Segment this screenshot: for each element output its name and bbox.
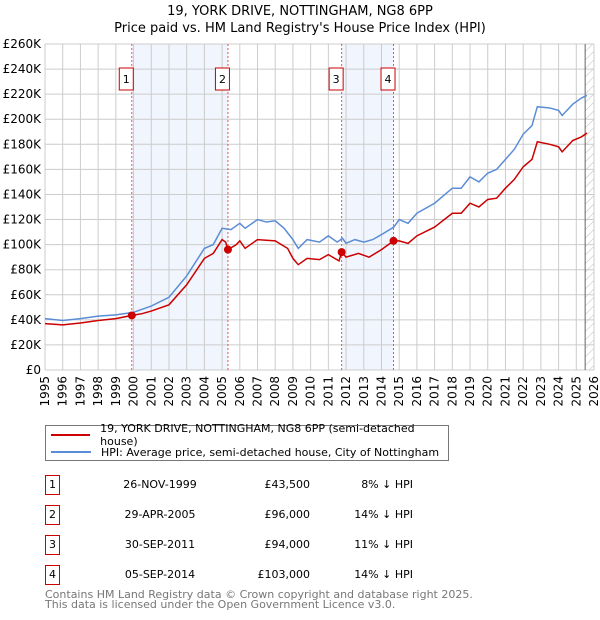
- legend-swatch-property: [51, 434, 91, 436]
- hpi-diff: 11% ↓ HPI: [354, 538, 413, 551]
- transaction-marker-box: [380, 67, 396, 91]
- x-tick-label: 2002: [162, 376, 176, 407]
- marker-badge: 1: [45, 475, 60, 495]
- transaction-marker-label: 2: [219, 73, 226, 86]
- x-tick-label: 2018: [445, 376, 459, 407]
- y-tick-label: £0: [26, 363, 41, 377]
- x-tick-label: 2021: [498, 376, 512, 407]
- price: £96,000: [264, 508, 311, 521]
- x-tick-label: 2012: [339, 376, 353, 407]
- transaction-marker-box: [328, 67, 344, 91]
- x-tick-label: 2023: [534, 376, 548, 407]
- x-tick-label: 2001: [144, 376, 158, 407]
- x-tick-label: 2007: [251, 376, 265, 407]
- footer-copyright: Contains HM Land Registry data © Crown c…: [45, 588, 473, 601]
- price: £43,500: [264, 478, 311, 491]
- y-tick-label: £20K: [10, 338, 42, 352]
- price: £103,000: [257, 568, 311, 581]
- date: 30-SEP-2011: [124, 538, 196, 551]
- legend-label-hpi: HPI: Average price, semi-detached house,…: [101, 445, 440, 459]
- transaction-point: [223, 245, 232, 254]
- x-tick-label: 2003: [180, 376, 194, 407]
- shaded-period: [341, 44, 394, 370]
- chart-subtitle: Price paid vs. HM Land Registry's House …: [114, 21, 486, 36]
- transaction-row: 3 30-SEP-2011 £94,000 11% ↓ HPI: [45, 535, 445, 555]
- transaction-marker-label: 4: [385, 73, 392, 86]
- marker-badge: 3: [45, 535, 60, 555]
- x-tick-label: 2009: [286, 376, 300, 407]
- y-tick-label: £180K: [3, 137, 43, 151]
- x-tick-label: 2010: [304, 376, 318, 407]
- y-tick-label: £140K: [3, 187, 43, 201]
- transaction-point: [127, 311, 136, 320]
- price-chart: 1995 1996 1997 1998 1999 2000 2001 2002 2003 2004…: [3, 37, 600, 407]
- y-tick-label: £120K: [3, 213, 43, 227]
- date: 05-SEP-2014: [124, 568, 196, 581]
- transaction-row: 4 05-SEP-2014 £103,000 14% ↓ HPI: [45, 565, 445, 585]
- x-tick-label: 2013: [357, 376, 371, 407]
- y-tick-label: £40K: [10, 313, 42, 327]
- transaction-marker-label: 1: [123, 73, 130, 86]
- y-tick-label: £240K: [3, 62, 43, 76]
- transaction-marker-box: [118, 67, 134, 91]
- y-tick-label: £260K: [3, 37, 43, 51]
- footer-licence: This data is licensed under the Open Gov…: [45, 598, 396, 611]
- x-tick-label: 2005: [215, 376, 229, 407]
- hpi-diff: 14% ↓ HPI: [354, 568, 413, 581]
- x-tick-label: 2016: [410, 376, 424, 407]
- x-tick-label: 2025: [569, 376, 583, 407]
- y-tick-label: £160K: [3, 162, 43, 176]
- date: 29-APR-2005: [124, 508, 196, 521]
- transaction-row: 1 26-NOV-1999 £43,500 8% ↓ HPI: [45, 475, 445, 495]
- legend-swatch-hpi: [51, 451, 91, 453]
- x-tick-label: 2017: [428, 376, 442, 407]
- x-tick-label: 2004: [197, 376, 211, 407]
- legend-label-property: 19, YORK DRIVE, NOTTINGHAM, NG8 6PP (sem…: [100, 422, 415, 448]
- transaction-marker-box: [214, 67, 230, 91]
- x-tick-label: 2008: [268, 376, 282, 407]
- price: £94,000: [264, 538, 311, 551]
- hpi-diff: 8% ↓ HPI: [361, 478, 413, 491]
- legend: 19, YORK DRIVE, NOTTINGHAM, NG8 6PP (sem…: [45, 422, 449, 461]
- x-tick-label: 2019: [463, 376, 477, 407]
- x-tick-label: 2026: [587, 376, 600, 407]
- x-tick-label: 2000: [127, 376, 141, 407]
- footer: Contains HM Land Registry data © Crown c…: [45, 588, 473, 611]
- transaction-marker-label: 3: [333, 73, 340, 86]
- y-tick-label: £200K: [3, 112, 43, 126]
- marker-badge: 4: [45, 565, 60, 585]
- x-tick-label: 2024: [552, 376, 566, 407]
- x-tick-label: 2022: [516, 376, 530, 407]
- y-tick-label: £100K: [3, 238, 43, 252]
- x-tick-label: 2015: [392, 376, 406, 407]
- x-tick-label: 2014: [374, 376, 388, 407]
- transaction-point: [337, 248, 346, 257]
- x-tick-label: 1996: [56, 376, 70, 407]
- x-tick-label: 1997: [73, 376, 87, 407]
- x-tick-label: 2011: [321, 376, 335, 407]
- forecast-hatch: [585, 44, 594, 370]
- transaction-row: 2 29-APR-2005 £96,000 14% ↓ HPI: [45, 505, 445, 525]
- x-tick-label: 2006: [233, 376, 247, 407]
- x-tick-label: 1999: [109, 376, 123, 407]
- marker-badge: 2: [45, 505, 60, 525]
- hpi-diff: 14% ↓ HPI: [354, 508, 413, 521]
- x-tick-label: 2020: [481, 376, 495, 407]
- price-line: [44, 132, 588, 326]
- shaded-period: [131, 44, 228, 370]
- y-tick-label: £220K: [3, 87, 43, 101]
- chart-title: 19, YORK DRIVE, NOTTINGHAM, NG8 6PP: [167, 4, 433, 19]
- x-tick-label: 1998: [91, 376, 105, 407]
- y-tick-label: £60K: [10, 288, 42, 302]
- x-tick-label: 1995: [38, 376, 52, 407]
- hpi-line: [44, 94, 588, 322]
- transaction-point: [389, 236, 398, 245]
- date: 26-NOV-1999: [123, 478, 197, 491]
- y-tick-label: £80K: [10, 263, 42, 277]
